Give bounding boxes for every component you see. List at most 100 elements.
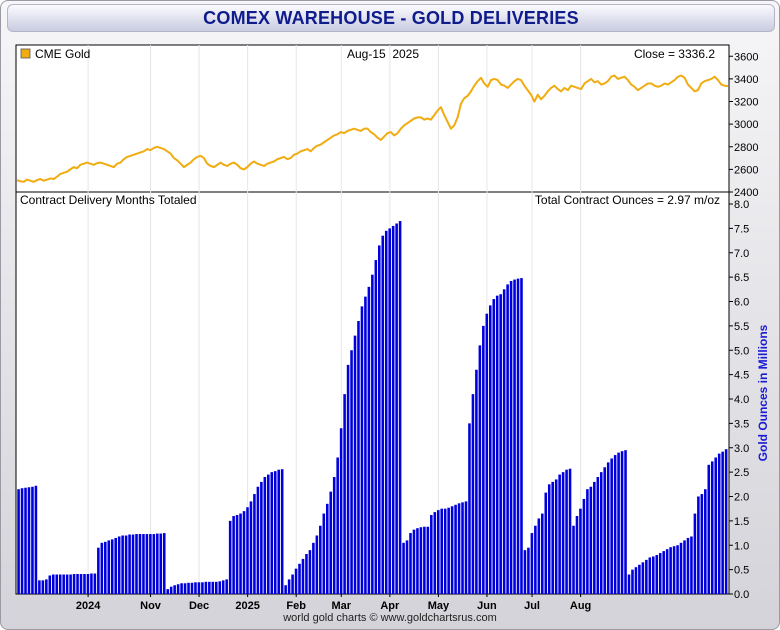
delivery-bar: [506, 284, 509, 594]
delivery-bar: [381, 235, 385, 594]
delivery-bar: [624, 450, 627, 594]
delivery-bar: [603, 467, 607, 594]
date-label: Aug-15 2025: [347, 47, 419, 61]
delivery-bar: [589, 486, 593, 594]
delivery-bar: [568, 468, 572, 594]
delivery-bar: [114, 537, 117, 594]
legend-label: CME Gold: [35, 47, 90, 61]
delivery-bar: [658, 553, 662, 594]
delivery-bar: [721, 451, 724, 594]
delivery-bar: [551, 481, 554, 595]
gold-price-panel: [15, 44, 730, 193]
y-axis-title: Gold Ounces in Millions: [756, 324, 770, 461]
delivery-bar: [430, 515, 433, 594]
delivery-bar: [34, 485, 38, 594]
delivery-bar: [700, 494, 704, 594]
date-tick-label: Jun: [477, 600, 497, 612]
delivery-bar: [482, 325, 485, 595]
delivery-bar: [312, 542, 315, 594]
delivery-bar: [596, 477, 600, 594]
delivery-bar: [294, 568, 298, 594]
delivery-bar: [97, 547, 100, 594]
delivery-bar: [537, 518, 541, 594]
delivery-bar: [208, 581, 211, 594]
delivery-bar: [242, 511, 246, 595]
delivery-bar: [156, 533, 159, 594]
delivery-bar: [534, 525, 537, 594]
delivery-bar: [83, 574, 86, 594]
delivery-bar: [416, 528, 419, 594]
price-tick-label: 3200: [734, 97, 758, 109]
delivery-bar: [613, 455, 617, 594]
delivery-bar: [499, 294, 502, 594]
delivery-bar: [509, 281, 513, 594]
delivery-bar: [471, 394, 475, 595]
price-tick-label: 2600: [734, 164, 758, 176]
delivery-bar: [488, 305, 492, 594]
bar-panel-label: Contract Delivery Months Totaled: [20, 193, 197, 207]
ounces-tick-label: 6.0: [734, 297, 749, 309]
delivery-bar: [679, 542, 683, 594]
delivery-bar: [502, 289, 506, 594]
delivery-bar: [707, 464, 711, 594]
delivery-bar: [128, 534, 131, 594]
delivery-bar: [520, 278, 523, 594]
ounces-tick-label: 5.0: [734, 345, 749, 357]
delivery-bar: [558, 474, 561, 594]
delivery-bar: [492, 299, 496, 594]
ounces-tick-label: 1.0: [734, 540, 749, 552]
delivery-bar: [298, 563, 301, 594]
delivery-bar: [287, 579, 291, 595]
delivery-bar: [336, 457, 339, 594]
ounces-tick-label: 8.0: [734, 199, 749, 211]
delivery-bar: [270, 472, 274, 595]
delivery-bar: [371, 274, 374, 594]
delivery-bar: [65, 574, 69, 594]
delivery-bar: [402, 542, 405, 594]
delivery-bar: [197, 582, 201, 594]
delivery-bar: [495, 295, 499, 594]
delivery-bar: [475, 369, 478, 594]
delivery-bar: [20, 488, 24, 594]
price-tick-label: 3600: [734, 51, 758, 63]
date-tick-label: May: [428, 600, 450, 612]
delivery-bar: [426, 526, 430, 594]
delivery-bar: [676, 545, 679, 594]
delivery-bar: [704, 489, 707, 594]
delivery-bar: [391, 225, 395, 594]
delivery-bar: [180, 583, 183, 594]
delivery-bar: [62, 574, 65, 594]
delivery-bar: [412, 529, 416, 594]
ounces-tick-label: 3.0: [734, 443, 749, 455]
delivery-bar: [194, 582, 197, 594]
delivery-bar: [627, 574, 631, 594]
delivery-bar: [267, 474, 270, 594]
legend-swatch-icon: [20, 48, 31, 59]
delivery-bar: [79, 574, 83, 594]
delivery-bar: [450, 506, 454, 594]
delivery-bar: [714, 457, 717, 594]
delivery-bar: [135, 534, 138, 594]
delivery-bar: [55, 574, 59, 594]
delivery-bar: [284, 585, 287, 594]
delivery-bar: [201, 582, 204, 594]
price-tick-label: 2400: [734, 187, 758, 199]
delivery-bar: [343, 394, 346, 595]
delivery-bar: [76, 574, 79, 594]
date-tick-label: Jul: [524, 600, 540, 612]
delivery-bar: [468, 423, 471, 595]
delivery-bar: [190, 582, 194, 594]
delivery-bar: [162, 533, 166, 594]
delivery-bar: [211, 581, 215, 594]
delivery-bar: [665, 549, 669, 594]
price-axis-ticks: 2400 2600 2800 3000 3200 3400 3600: [729, 51, 758, 199]
delivery-bar: [124, 535, 128, 594]
delivery-bar: [464, 501, 468, 595]
delivery-bar: [152, 534, 156, 594]
price-tick-label: 3400: [734, 74, 758, 86]
delivery-bar: [149, 534, 152, 594]
close-label: Close = 3336.2: [634, 47, 715, 61]
delivery-bar: [104, 541, 107, 594]
delivery-bar: [332, 477, 336, 594]
